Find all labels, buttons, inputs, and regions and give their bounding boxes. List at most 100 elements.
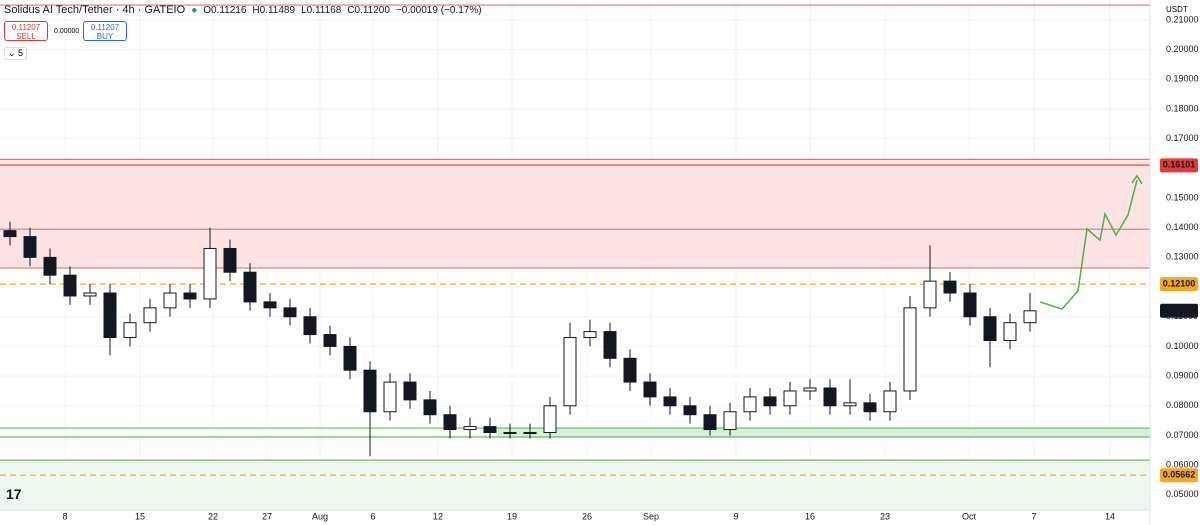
y-tick-label: 0.10000 [1166,341,1199,351]
candle-body [183,292,197,300]
x-tick-label: 16 [805,511,815,521]
candle-body [983,316,997,341]
candle-body [923,280,937,309]
buy-label: BUY [96,32,114,41]
buy-price: 0.11207 [90,23,120,32]
candle-body [283,307,297,318]
x-tick-label: 8 [62,511,67,521]
price-tag [1160,303,1198,318]
y-tick-label: 0.21000 [1166,14,1199,24]
x-tick-label: 26 [582,511,592,521]
y-tick-label: 0.20000 [1166,44,1199,54]
x-tick-label: 19 [507,511,517,521]
price-tag [1160,277,1198,292]
ohlc-high: H0.11489 [252,4,296,16]
sell-price: 0.11207 [11,23,41,32]
candle-body [763,396,777,407]
sell-button[interactable]: 0.11207 SELL [4,21,48,41]
x-tick-label: 22 [208,511,218,521]
zone [0,159,1150,269]
price-tag-label: 0.11200 [1163,305,1195,315]
x-tick-label: 14 [1105,511,1115,521]
symbol[interactable]: Solidus AI Tech/Tether · 4h · GATEIO [4,4,186,16]
candle-body [123,322,137,339]
candle-body [403,381,417,401]
candle-body [43,256,57,276]
price-tag-label: 0.12100 [1163,278,1196,288]
candle-body [583,331,597,339]
candle-body [23,236,37,258]
candle-body [963,292,977,318]
candle-body [883,390,897,413]
x-tick-label: Oct [962,511,977,521]
y-tick-label: 0.09000 [1166,370,1199,380]
projection-arrowhead [1131,174,1143,185]
candle-body [723,411,737,431]
candle-body [323,334,337,347]
candle-body [423,399,437,416]
candle-body [143,307,157,324]
legend-bar: Solidus AI Tech/Tether · 4h · GATEIO ● O… [4,4,482,16]
indicators-toggle[interactable]: ⌄ 5 [4,47,28,60]
y-tick-label: 0.05000 [1166,489,1199,499]
x-tick-label: 23 [880,511,890,521]
candle-body [83,292,97,297]
ohlc-change: −0.00019 (−0.17%) [395,4,482,16]
x-tick-label: 7 [1031,511,1036,521]
candle-body [743,396,757,413]
zone [498,428,1150,437]
y-tick-label: 0.07000 [1166,430,1199,440]
candle-body [843,402,857,407]
candle-body [783,390,797,407]
y-tick-label: 0.13000 [1166,252,1199,262]
candle-body [243,271,257,303]
candle-body [703,414,717,431]
candle-body [643,381,657,398]
y-tick-label: 0.18000 [1166,103,1199,113]
candle-body [623,357,637,383]
x-tick-label: 9 [733,511,738,521]
buy-button[interactable]: 0.11207 BUY [83,21,127,41]
candle-body [603,331,617,359]
y-tick-label: 0.19000 [1166,74,1199,84]
candle-body [863,402,877,413]
candle-body [223,247,237,273]
candle-body [823,387,837,407]
status-dot: ● [191,4,198,16]
x-tick-label: 12 [433,511,443,521]
y-tick-label: 0.17000 [1166,133,1199,143]
candle-body [483,426,497,434]
x-tick-label: Sep [643,511,659,521]
y-tick-label: 0.08000 [1166,400,1199,410]
currency[interactable]: USDT [1166,5,1188,14]
x-tick-label: 15 [135,511,145,521]
y-tick-label: 0.14000 [1166,222,1199,232]
candle-body [683,405,697,416]
sell-label: SELL [16,32,36,41]
candle-body [443,414,457,431]
price-tag [1160,468,1198,483]
candle-body [103,292,117,339]
x-tick-label: 6 [370,511,375,521]
y-tick-label: 0.15000 [1166,192,1199,202]
candle-body [463,426,477,431]
candle-body [383,381,397,413]
candle-body [3,230,17,238]
spread: 0.00000 [54,28,80,35]
projection-line [1039,179,1138,310]
indicator-count: 5 [18,48,24,58]
price-tag-label: 0.05662 [1163,470,1196,480]
x-tick-label: Aug [312,511,328,521]
candle-body [943,280,957,294]
candle-body [303,316,317,336]
y-tick-label: 0.06000 [1166,460,1199,470]
x-tick-label: 27 [262,511,272,521]
candle-body [63,274,77,297]
candle-body [1003,322,1017,341]
candle-body [903,307,917,392]
zone [0,460,1150,510]
ohlc-low: L0.11168 [301,4,342,16]
logo: 17 [6,486,22,502]
